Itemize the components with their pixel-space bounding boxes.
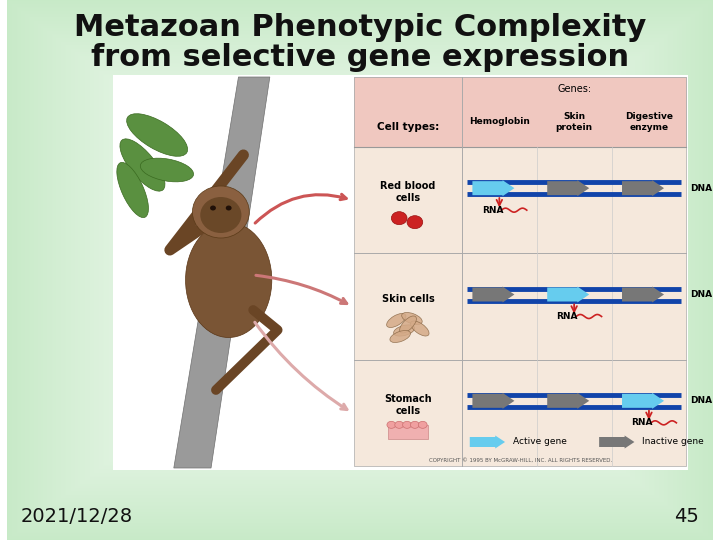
Bar — [388, 425, 428, 439]
Text: Metazoan Phenotypic Complexity: Metazoan Phenotypic Complexity — [74, 14, 646, 43]
Ellipse shape — [407, 215, 423, 228]
Ellipse shape — [410, 421, 419, 428]
Ellipse shape — [402, 313, 422, 325]
Text: 2021/12/28: 2021/12/28 — [21, 507, 133, 526]
Bar — [354, 77, 686, 466]
Ellipse shape — [395, 421, 404, 428]
FancyArrow shape — [599, 435, 634, 449]
FancyArrow shape — [472, 393, 514, 409]
Bar — [354, 77, 686, 147]
Text: Digestive
enzyme: Digestive enzyme — [625, 112, 673, 132]
Ellipse shape — [127, 114, 188, 156]
Ellipse shape — [120, 139, 165, 191]
Ellipse shape — [186, 222, 271, 338]
Text: Skin
protein: Skin protein — [556, 112, 593, 132]
Text: Genes:: Genes: — [557, 84, 591, 94]
Text: Red blood
cells: Red blood cells — [380, 181, 436, 203]
Ellipse shape — [200, 197, 241, 233]
Text: Stomach
cells: Stomach cells — [384, 394, 432, 416]
Text: RNA: RNA — [482, 206, 503, 215]
Text: Skin cells: Skin cells — [382, 294, 434, 303]
Ellipse shape — [117, 163, 148, 218]
Text: from selective gene expression: from selective gene expression — [91, 44, 629, 72]
Ellipse shape — [410, 321, 429, 336]
Text: DNA: DNA — [690, 396, 712, 406]
Text: DNA: DNA — [690, 184, 712, 193]
Ellipse shape — [402, 421, 411, 428]
Ellipse shape — [394, 325, 415, 336]
FancyArrow shape — [469, 435, 505, 449]
Ellipse shape — [210, 206, 216, 211]
Text: DNA: DNA — [690, 290, 712, 299]
Ellipse shape — [400, 316, 416, 333]
FancyArrow shape — [547, 180, 589, 196]
Ellipse shape — [226, 206, 232, 211]
FancyArrow shape — [622, 287, 664, 302]
Text: COPYRIGHT © 1995 BY McGRAW-HILL, INC. ALL RIGHTS RESERVED.: COPYRIGHT © 1995 BY McGRAW-HILL, INC. AL… — [428, 457, 612, 462]
Text: Inactive gene: Inactive gene — [642, 437, 704, 447]
FancyArrow shape — [622, 180, 664, 196]
FancyArrow shape — [472, 287, 514, 302]
FancyArrow shape — [547, 393, 589, 409]
FancyArrow shape — [472, 180, 514, 196]
Text: Hemoglobin: Hemoglobin — [469, 118, 530, 126]
Text: Cell types:: Cell types: — [377, 122, 439, 132]
Text: RNA: RNA — [557, 312, 578, 321]
Text: RNA: RNA — [631, 418, 653, 427]
Ellipse shape — [140, 158, 194, 182]
Ellipse shape — [390, 330, 410, 342]
Ellipse shape — [192, 186, 249, 238]
Bar — [113, 75, 688, 470]
FancyArrow shape — [547, 287, 589, 302]
Ellipse shape — [418, 421, 427, 428]
Ellipse shape — [387, 314, 406, 327]
Polygon shape — [174, 77, 270, 468]
Text: 45: 45 — [674, 507, 699, 526]
Ellipse shape — [387, 421, 396, 428]
Text: Active gene: Active gene — [513, 437, 567, 447]
Ellipse shape — [392, 212, 407, 225]
FancyArrow shape — [622, 393, 664, 409]
